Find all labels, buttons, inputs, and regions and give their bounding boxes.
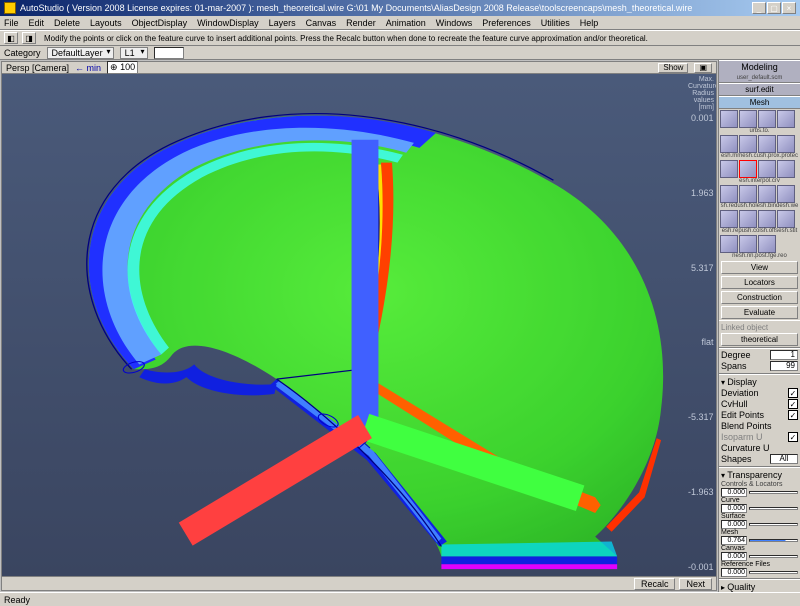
menu-preferences[interactable]: Preferences [482,18,531,28]
category-label: Category [4,48,41,58]
slider[interactable] [749,539,798,542]
viewport-3d[interactable]: Max. Curvature Radius values [mm] 0.001 … [2,74,716,576]
menu-windows[interactable]: Windows [436,18,473,28]
menu-animation[interactable]: Animation [386,18,426,28]
viewport-wrap: Persp [Camera] ← min ⊕ 100 Show ▣ [1,61,717,591]
menu-bar: File Edit Delete Layouts ObjectDisplay W… [0,16,800,30]
linked-object-value[interactable]: theoretical [721,333,798,346]
palette-icon[interactable] [777,160,795,178]
display-section[interactable]: ▾ Display [721,376,798,388]
evaluate-button[interactable]: Evaluate [721,306,798,319]
palette-icon[interactable] [720,110,738,128]
layer-field[interactable] [154,47,184,59]
palette-icon[interactable] [720,235,738,253]
palette-icon[interactable] [758,210,776,228]
palette-icon-selected[interactable] [739,160,757,178]
viewport-mode[interactable]: ← min [75,63,101,73]
palette-icon[interactable] [777,185,795,203]
palette-icon[interactable] [739,135,757,153]
viewport-label: Persp [Camera] [6,63,69,73]
locators-button[interactable]: Locators [721,276,798,289]
maximize-button[interactable]: ▢ [767,2,781,14]
palette-icon[interactable] [720,185,738,203]
viewport-max-icon[interactable]: ▣ [694,63,712,73]
menu-edit[interactable]: Edit [29,18,45,28]
minimize-button[interactable]: _ [752,2,766,14]
palette-icon[interactable] [739,235,757,253]
close-button[interactable]: × [782,2,796,14]
palette-icon[interactable] [758,235,776,253]
tool-icon-1[interactable]: ◧ [4,32,18,44]
app-icon [4,2,16,14]
palette-icon[interactable] [739,185,757,203]
palette-icon[interactable] [758,110,776,128]
menu-windowdisplay[interactable]: WindowDisplay [197,18,259,28]
viewport-zoom[interactable]: ⊕ 100 [107,61,138,74]
cvhull-check[interactable]: ✓ [788,399,798,409]
menu-utilities[interactable]: Utilities [541,18,570,28]
palette-icon[interactable] [720,135,738,153]
status-text: Ready [4,595,30,605]
palette-icon[interactable] [758,135,776,153]
menu-delete[interactable]: Delete [54,18,80,28]
palette-icon[interactable] [777,135,795,153]
palette-icon[interactable] [758,160,776,178]
menu-objectdisplay[interactable]: ObjectDisplay [132,18,188,28]
recalc-button[interactable]: Recalc [634,578,676,590]
menu-layers[interactable]: Layers [269,18,296,28]
editpoints-check[interactable]: ✓ [788,410,798,420]
axis-gizmo [8,74,716,570]
viewport-header: Persp [Camera] ← min ⊕ 100 Show ▣ [2,62,716,74]
menu-render[interactable]: Render [346,18,376,28]
degree-input[interactable]: 1 [770,350,798,360]
slider[interactable] [749,571,798,574]
l1-combo[interactable]: L1 [120,47,148,59]
status-bar: Ready [0,592,800,606]
spans-input[interactable]: 99 [770,361,798,371]
palette-icon[interactable] [777,110,795,128]
modeling-header[interactable]: Modelinguser_default.scm [719,60,800,83]
tool-icon-2[interactable]: ◨ [22,32,36,44]
tool-palette: urbs.to. esh.mmesh.cush.prox.protec esh.… [719,109,800,260]
next-button[interactable]: Next [679,578,712,590]
linked-object-label: Linked object [721,322,798,333]
surf-edit-header[interactable]: surf.edit [719,83,800,96]
palette-icon[interactable] [777,210,795,228]
palette-icon[interactable] [720,210,738,228]
hint-text: Modify the points or click on the featur… [40,34,796,43]
shapes-combo[interactable]: All [770,454,798,464]
menu-canvas[interactable]: Canvas [306,18,337,28]
right-panel: Modelinguser_default.scm surf.edit Mesh … [718,60,800,592]
construction-button[interactable]: Construction [721,291,798,304]
palette-icon[interactable] [720,160,738,178]
title-bar: AutoStudio ( Version 2008 License expire… [0,0,800,16]
degree-label: Degree [721,350,768,360]
slider[interactable] [749,555,798,558]
window-title: AutoStudio ( Version 2008 License expire… [20,3,752,13]
slider[interactable] [749,523,798,526]
layer-combo[interactable]: DefaultLayer [47,47,114,59]
layer-bar: Category DefaultLayer L1 [0,46,800,60]
spans-label: Spans [721,361,768,371]
mesh-category-header[interactable]: Mesh [719,96,800,109]
quality-section[interactable]: ▸ Quality [721,581,798,592]
transparency-section[interactable]: ▾ Transparency [721,469,798,481]
isoparm-check[interactable]: ✓ [788,432,798,442]
palette-icon[interactable] [739,210,757,228]
deviation-check[interactable]: ✓ [788,388,798,398]
slider[interactable] [749,507,798,510]
menu-help[interactable]: Help [580,18,599,28]
view-button[interactable]: View [721,261,798,274]
viewport-footer: Recalc Next [2,576,716,590]
palette-icon[interactable] [758,185,776,203]
menu-file[interactable]: File [4,18,19,28]
show-button[interactable]: Show [658,63,688,73]
slider[interactable] [749,491,798,494]
hint-bar: ◧ ◨ Modify the points or click on the fe… [0,30,800,46]
menu-layouts[interactable]: Layouts [90,18,122,28]
palette-icon[interactable] [739,110,757,128]
